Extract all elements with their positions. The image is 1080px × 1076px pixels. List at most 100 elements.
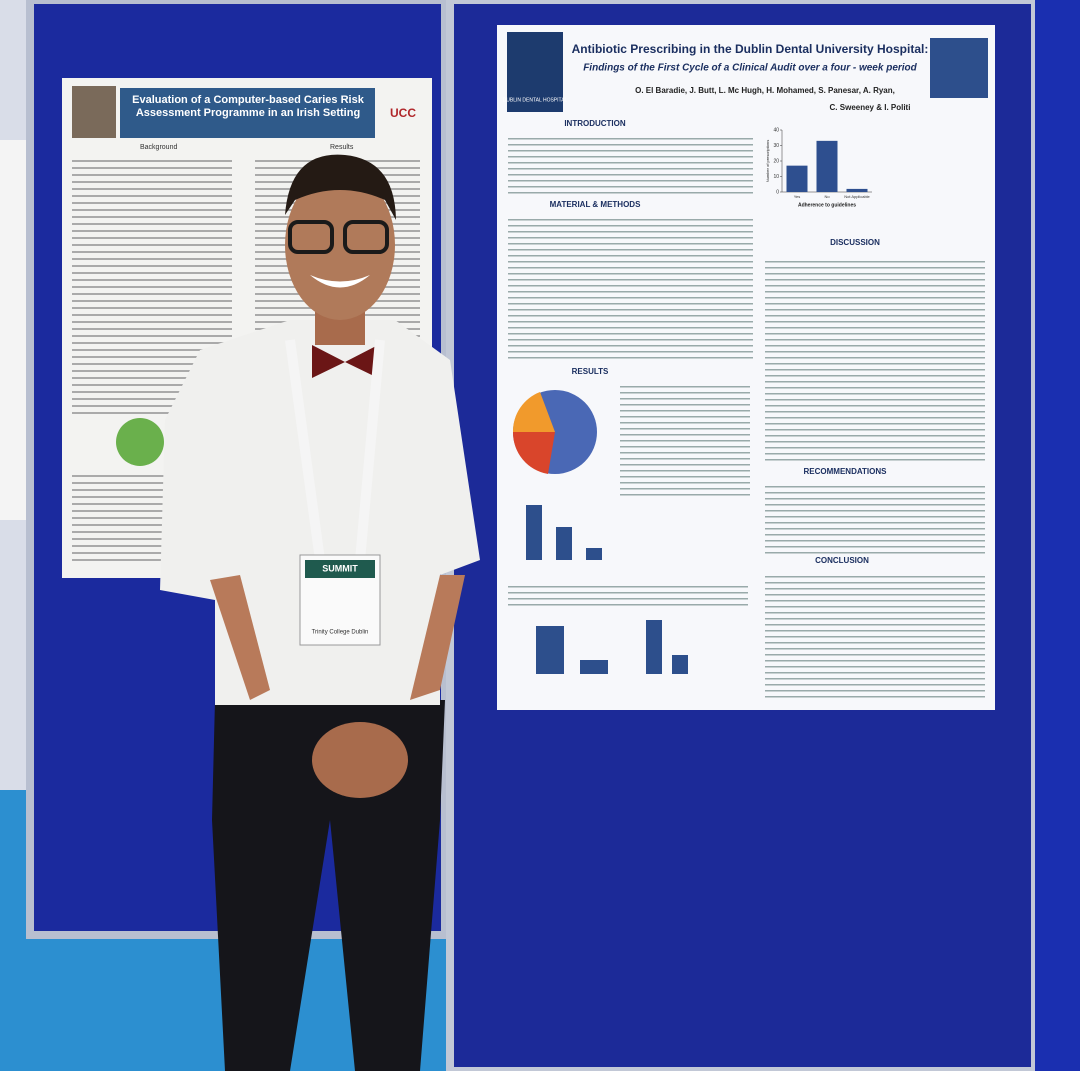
text-line	[765, 666, 985, 668]
text-line	[508, 315, 753, 317]
text-line	[620, 494, 750, 496]
text-line	[765, 612, 985, 614]
text-line	[72, 195, 232, 197]
text-line	[508, 586, 748, 588]
person: SUMMIT Trinity College Dublin	[160, 154, 480, 1071]
text-line	[765, 291, 985, 293]
y-axis-label: Number of prescriptions	[765, 140, 770, 182]
text-line	[72, 398, 232, 400]
poster-figure	[526, 505, 542, 560]
text-line	[620, 410, 750, 412]
poster-subtitle: Findings of the First Cycle of a Clinica…	[583, 63, 917, 74]
y-tick-label: 30	[773, 143, 779, 149]
text-line	[72, 559, 232, 561]
author-photo	[72, 86, 116, 138]
text-line	[765, 648, 985, 650]
text-line	[72, 356, 232, 358]
text-line	[620, 416, 750, 418]
text-line	[765, 351, 985, 353]
section-heading: INTRODUCTION	[564, 119, 626, 128]
smile	[310, 275, 370, 288]
text-line	[765, 267, 985, 269]
logo-text: DUBLIN DENTAL HOSPITAL	[503, 97, 568, 103]
text-line	[765, 618, 985, 620]
text-line	[765, 405, 985, 407]
text-line	[765, 273, 985, 275]
text-line	[508, 261, 753, 263]
authors: C. Sweeney & I. Politi	[830, 103, 911, 112]
y-tick-label: 20	[773, 158, 779, 164]
poster-figure	[646, 620, 662, 674]
trousers	[212, 700, 445, 1071]
text-line	[620, 470, 750, 472]
text-line	[765, 600, 985, 602]
text-line	[508, 225, 753, 227]
text-line	[72, 202, 232, 204]
text-line	[508, 138, 753, 140]
tcd-crest	[930, 38, 988, 98]
text-line	[620, 434, 750, 436]
text-line	[508, 273, 753, 275]
text-line	[508, 321, 753, 323]
text-line	[765, 492, 985, 494]
text-line	[765, 411, 985, 413]
text-line	[765, 498, 985, 500]
glasses	[343, 220, 389, 254]
text-line	[508, 345, 753, 347]
text-line	[765, 654, 985, 656]
arm	[210, 575, 270, 700]
text-line	[508, 297, 753, 299]
text-line	[765, 423, 985, 425]
section-heading: DISCUSSION	[830, 238, 880, 247]
text-line	[508, 592, 748, 594]
text-line	[72, 321, 232, 323]
text-line	[72, 188, 232, 190]
text-line	[765, 339, 985, 341]
text-line	[72, 377, 232, 379]
text-line	[765, 327, 985, 329]
text-line	[508, 357, 753, 359]
text-line	[72, 258, 232, 260]
text-line	[508, 333, 753, 335]
text-line	[765, 546, 985, 548]
y-tick-label: 10	[773, 174, 779, 180]
text-line	[765, 345, 985, 347]
text-line	[765, 660, 985, 662]
text-line	[765, 285, 985, 287]
text-line	[72, 517, 232, 519]
text-line	[508, 598, 748, 600]
text-line	[72, 510, 232, 512]
text-line	[765, 429, 985, 431]
text-line	[508, 339, 753, 341]
text-line	[765, 630, 985, 632]
text-line	[765, 504, 985, 506]
text-line	[620, 464, 750, 466]
text-line	[508, 267, 753, 269]
badge-header	[305, 560, 375, 578]
text-line	[508, 219, 753, 221]
text-line	[620, 476, 750, 478]
text-line	[765, 516, 985, 518]
text-line	[620, 404, 750, 406]
authors: O. El Baradie, J. Butt, L. Mc Hugh, H. M…	[635, 86, 895, 95]
text-line	[72, 370, 232, 372]
text-line	[72, 363, 232, 365]
text-line	[765, 453, 985, 455]
text-line	[508, 180, 753, 182]
text-line	[508, 249, 753, 251]
text-line	[765, 399, 985, 401]
text-line	[72, 272, 232, 274]
text-line	[620, 482, 750, 484]
text-line	[508, 303, 753, 305]
text-line	[72, 475, 232, 477]
text-line	[765, 447, 985, 449]
pie-shape	[116, 418, 164, 466]
text-line	[765, 624, 985, 626]
left-heading: Background	[140, 144, 177, 151]
text-line	[72, 335, 232, 337]
text-line	[72, 342, 232, 344]
text-line	[508, 237, 753, 239]
text-line	[72, 279, 232, 281]
poster-figure	[580, 660, 608, 674]
text-line	[508, 291, 753, 293]
